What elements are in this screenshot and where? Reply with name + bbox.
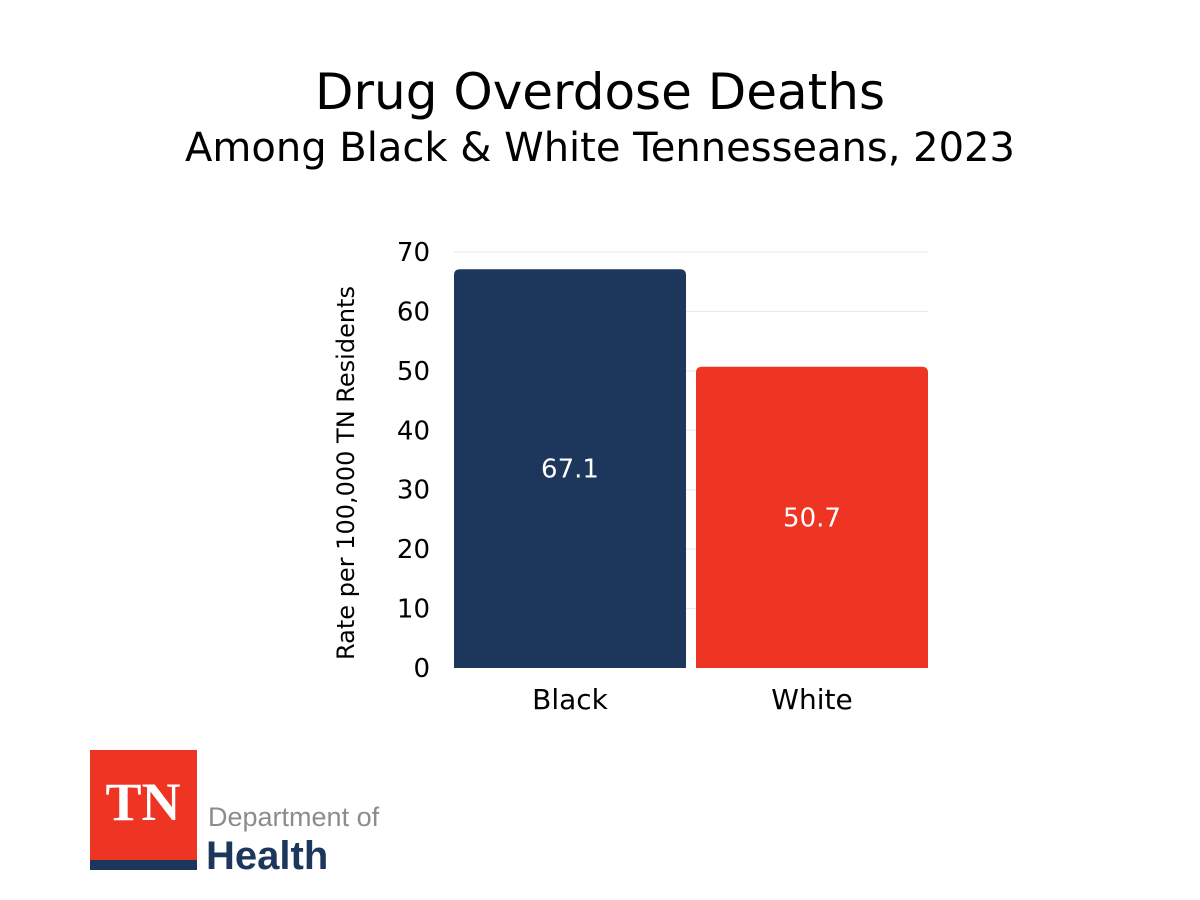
y-tick-label: 70 bbox=[397, 238, 430, 268]
y-tick-label: 20 bbox=[397, 535, 430, 565]
chart-title: Drug Overdose Deaths bbox=[314, 63, 886, 121]
y-tick-label: 10 bbox=[397, 595, 430, 625]
data-label: 67.1 bbox=[541, 455, 599, 485]
logo-line1: Department of bbox=[208, 802, 380, 832]
logo-tn-mark: TN bbox=[105, 772, 180, 832]
logo-line2: Health bbox=[206, 834, 328, 875]
x-tick-label: White bbox=[771, 683, 852, 716]
data-label: 50.7 bbox=[783, 503, 841, 533]
tn-department-of-health-logo: TN Department of Health bbox=[90, 750, 380, 875]
y-tick-label: 30 bbox=[397, 476, 430, 506]
logo-navy-bar bbox=[90, 860, 197, 870]
y-tick-label: 50 bbox=[397, 357, 430, 387]
logo-red-square bbox=[90, 750, 197, 860]
y-tick-label: 60 bbox=[397, 297, 430, 327]
y-tick-label: 40 bbox=[397, 416, 430, 446]
bar-black bbox=[454, 269, 686, 668]
x-tick-label: Black bbox=[532, 683, 609, 716]
y-axis-label: Rate per 100,000 TN Residents bbox=[332, 286, 360, 660]
y-tick-label: 0 bbox=[413, 654, 430, 684]
bar-white bbox=[696, 366, 928, 668]
chart-subtitle: Among Black & White Tennesseans, 2023 bbox=[185, 125, 1015, 171]
